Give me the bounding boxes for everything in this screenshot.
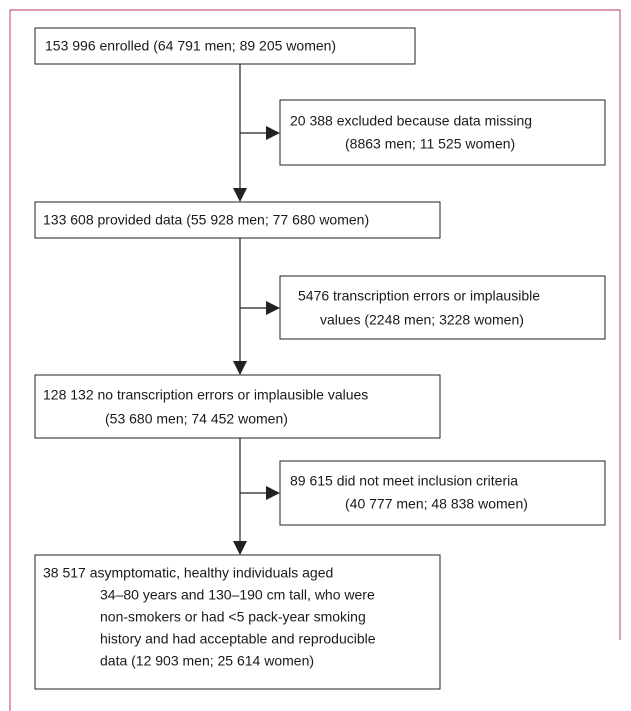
box-text: (53 680 men; 74 452 women) [105,411,288,427]
box-text: 89 615 did not meet inclusion criteria [290,473,518,489]
box-text: (8863 men; 11 525 women) [345,136,515,152]
box [279,275,606,340]
box-text: 20 388 excluded because data missing [290,113,532,129]
box-text: 38 517 asymptomatic, healthy individuals… [43,565,333,581]
box-text: values (2248 men; 3228 women) [320,312,524,328]
box [279,460,606,526]
box-text: data (12 903 men; 25 614 women) [100,653,314,669]
frame [9,9,621,711]
box-text: 34–80 years and 130–190 cm tall, who wer… [100,587,375,603]
arrowhead [266,126,280,140]
box [34,554,441,690]
box-text: (40 777 men; 48 838 women) [345,496,528,512]
box [34,27,416,65]
box [34,374,441,439]
arrowhead [233,188,247,202]
arrowhead [233,541,247,555]
arrowhead [233,361,247,375]
box-text: non-smokers or had <5 pack-year smoking [100,609,366,625]
arrowhead [266,486,280,500]
box-text: 153 996 enrolled (64 791 men; 89 205 wom… [45,38,336,54]
box-text: 128 132 no transcription errors or impla… [43,387,368,403]
box [279,99,606,166]
arrowhead [266,301,280,315]
box-text: 133 608 provided data (55 928 men; 77 68… [43,212,369,228]
box [34,201,441,239]
box-text: history and had acceptable and reproduci… [100,631,376,647]
box-text: 5476 transcription errors or implausible [298,288,540,304]
